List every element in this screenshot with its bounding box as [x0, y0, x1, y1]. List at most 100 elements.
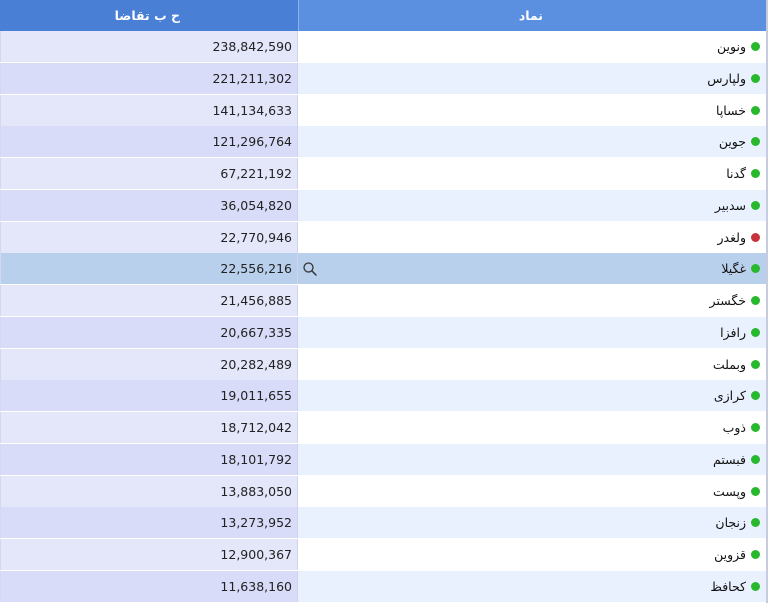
table-row[interactable]: 18,101,792 فبستم [0, 443, 768, 475]
symbol-label: فبستم [713, 451, 746, 467]
symbol-label: ولغدر [717, 229, 746, 245]
status-dot-red-icon [751, 232, 760, 242]
column-header-demand-volume[interactable]: ح ب تقاضا [0, 0, 298, 31]
table-row[interactable]: 13,273,952 زنجان [0, 507, 768, 539]
symbol-wrapper: گدنا [726, 158, 760, 189]
table-row[interactable]: 141,134,633 خساپا [0, 94, 768, 126]
symbol-cell[interactable]: فبستم [298, 443, 768, 475]
symbol-label: قزوین [714, 547, 746, 562]
symbol-cell[interactable]: رافزا [298, 316, 768, 348]
status-dot-green-icon [751, 73, 760, 83]
table-row[interactable]: 18,712,042 ذوب [0, 412, 768, 443]
grid-right-border [766, 0, 768, 603]
symbol-cell[interactable]: وبملت [298, 348, 768, 380]
status-dot-green-icon [751, 42, 760, 51]
symbol-label: سدبیر [714, 197, 746, 213]
table-row[interactable]: 238,842,590 ونوین [0, 31, 768, 62]
status-dot-green-icon [751, 169, 760, 178]
symbol-cell[interactable]: وپست [298, 475, 768, 507]
status-dot-green-icon [751, 327, 760, 337]
search-icon[interactable] [302, 261, 318, 277]
symbol-cell[interactable]: ولپارس [298, 62, 768, 94]
grid-header: ح ب تقاضا نماد [0, 0, 768, 31]
symbol-cell[interactable]: جوین [298, 126, 768, 158]
symbol-label: جوین [718, 134, 746, 150]
symbol-wrapper: غگیلا [721, 253, 760, 284]
symbol-cell[interactable]: ذوب [298, 412, 768, 443]
symbol-label: ونوین [717, 39, 746, 54]
table-row[interactable]: 21,456,885 خگستر [0, 285, 768, 316]
symbol-cell[interactable]: کرازی [298, 380, 768, 412]
table-row[interactable]: 20,282,489 وبملت [0, 348, 768, 380]
symbol-label: خگستر [709, 293, 746, 308]
demand-volume-cell: 21,456,885 [0, 285, 298, 316]
symbol-cell[interactable]: قزوین [298, 539, 768, 570]
table-row[interactable]: 22,556,216 غگیلا [0, 253, 768, 285]
symbol-label: کحافظ [710, 578, 746, 594]
status-dot-green-icon [751, 581, 760, 591]
status-dot-green-icon [751, 550, 760, 559]
demand-volume-cell: 67,221,192 [0, 158, 298, 189]
status-dot-green-icon [751, 105, 760, 115]
symbol-wrapper: زنجان [715, 507, 760, 538]
symbol-cell[interactable]: غگیلا [298, 253, 768, 285]
table-row[interactable]: 221,211,302 ولپارس [0, 62, 768, 94]
table-row[interactable]: 20,667,335 رافزا [0, 316, 768, 348]
symbol-wrapper: فبستم [713, 444, 760, 475]
symbol-cell[interactable]: سدبیر [298, 189, 768, 221]
symbol-label: غگیلا [721, 261, 746, 277]
symbol-label: ذوب [722, 420, 746, 435]
demand-volume-cell: 13,883,050 [0, 475, 298, 507]
demand-volume-cell: 13,273,952 [0, 507, 298, 539]
symbol-cell[interactable]: کحافظ [298, 570, 768, 602]
symbol-wrapper: قزوین [714, 539, 760, 570]
status-dot-green-icon [751, 423, 760, 432]
symbol-label: خساپا [716, 102, 746, 118]
symbol-wrapper: ذوب [723, 412, 760, 443]
symbol-wrapper: سدبیر [715, 190, 760, 221]
demand-volume-cell: 221,211,302 [0, 62, 298, 94]
symbol-wrapper: خساپا [716, 95, 760, 126]
table-row[interactable]: 67,221,192 گدنا [0, 158, 768, 189]
demand-volume-cell: 141,134,633 [0, 94, 298, 126]
table-row[interactable]: 121,296,764 جوین [0, 126, 768, 158]
symbol-cell[interactable]: ولغدر [298, 221, 768, 253]
demand-volume-cell: 18,712,042 [0, 412, 298, 443]
symbol-label: وپست [713, 483, 746, 499]
symbol-cell[interactable]: ونوین [298, 31, 768, 62]
symbol-wrapper: کرازی [714, 380, 760, 411]
table-row[interactable]: 11,638,160 کحافظ [0, 570, 768, 602]
demand-volume-cell: 12,900,367 [0, 539, 298, 570]
status-dot-green-icon [751, 200, 760, 210]
status-dot-green-icon [751, 296, 760, 305]
column-header-symbol[interactable]: نماد [298, 0, 768, 31]
symbol-wrapper: جوین [719, 126, 760, 157]
symbol-cell[interactable]: گدنا [298, 158, 768, 189]
status-dot-green-icon [751, 518, 760, 528]
symbol-wrapper: کحافظ [710, 571, 760, 602]
symbol-wrapper: خگستر [710, 285, 760, 316]
demand-volume-cell: 20,282,489 [0, 348, 298, 380]
symbol-cell[interactable]: خگستر [298, 285, 768, 316]
table-row[interactable]: 19,011,655 کرازی [0, 380, 768, 412]
status-dot-green-icon [751, 486, 760, 496]
table-row[interactable]: 22,770,946 ولغدر [0, 221, 768, 253]
table-row[interactable]: 13,883,050 وپست [0, 475, 768, 507]
symbol-label: رافزا [720, 324, 746, 340]
symbol-label: وبملت [712, 356, 746, 372]
demand-volume-cell: 238,842,590 [0, 31, 298, 62]
symbol-wrapper: ولپارس [707, 63, 760, 94]
symbol-wrapper: رافزا [720, 317, 760, 348]
symbol-wrapper: وپست [713, 476, 760, 507]
demand-volume-cell: 19,011,655 [0, 380, 298, 412]
table-row[interactable]: 36,054,820 سدبیر [0, 189, 768, 221]
symbol-label: گدنا [726, 166, 746, 181]
symbol-cell[interactable]: خساپا [298, 94, 768, 126]
demand-volume-cell: 18,101,792 [0, 443, 298, 475]
demand-volume-cell: 22,556,216 [0, 253, 298, 285]
table-row[interactable]: 12,900,367 قزوین [0, 539, 768, 570]
symbol-cell[interactable]: زنجان [298, 507, 768, 539]
demand-volume-cell: 36,054,820 [0, 189, 298, 221]
status-dot-green-icon [751, 359, 760, 369]
